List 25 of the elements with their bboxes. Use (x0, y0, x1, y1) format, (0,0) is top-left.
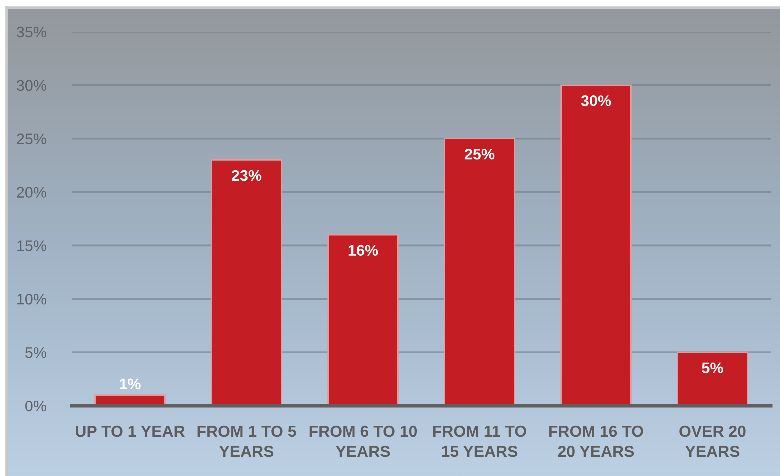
y-tick-label: 20% (17, 187, 46, 198)
y-tick-label: 10% (18, 294, 46, 305)
x-tick-label: FROM 16 TO 20 YEARS (550, 426, 644, 458)
x-tick-label: OVER 20 YEARS (680, 426, 746, 458)
x-tick-label: FROM 6 TO 10 YEARS (310, 426, 418, 458)
data-label: 16% (348, 245, 378, 256)
bar (560, 84, 632, 406)
data-label: 1% (120, 378, 141, 390)
y-tick-label: 25% (17, 134, 46, 145)
data-label: 30% (581, 96, 612, 106)
x-tick-label: UP TO 1 YEAR (76, 426, 185, 438)
y-tick-label: 30% (17, 80, 46, 92)
data-label: 25% (464, 148, 495, 160)
x-tick-label: FROM 1 TO 5 YEARS (198, 426, 296, 458)
y-tick-label: 35% (17, 26, 46, 38)
data-label: 5% (702, 362, 724, 374)
x-tick-label: FROM 11 TO 15 YEARS (433, 426, 526, 458)
bar (677, 352, 748, 406)
y-tick-label: 5% (26, 348, 46, 358)
y-tick-label: 15% (18, 240, 46, 252)
data-label: 23% (232, 170, 262, 182)
bar (444, 138, 516, 406)
bar (211, 160, 282, 406)
bar (328, 234, 399, 406)
y-tick-label: 0% (26, 400, 46, 412)
